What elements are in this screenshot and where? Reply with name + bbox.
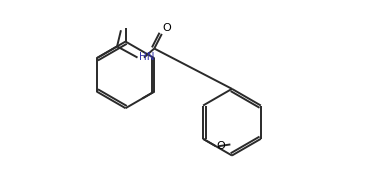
Text: O: O (216, 141, 225, 151)
Text: O: O (163, 23, 172, 33)
Text: HN: HN (139, 52, 154, 62)
